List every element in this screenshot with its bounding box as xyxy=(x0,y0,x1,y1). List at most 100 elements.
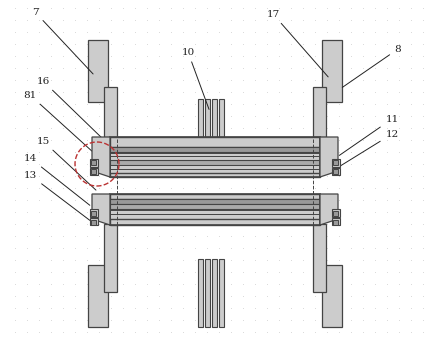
Point xyxy=(264,329,270,335)
Point xyxy=(120,101,126,107)
Point xyxy=(48,41,55,47)
Point xyxy=(132,41,138,47)
Point xyxy=(264,245,270,251)
Point xyxy=(359,5,366,11)
Point xyxy=(48,101,55,107)
Point xyxy=(108,77,114,83)
Point xyxy=(323,245,330,251)
Point xyxy=(95,221,102,227)
Point xyxy=(288,125,295,131)
Point xyxy=(227,173,234,179)
Point xyxy=(203,137,210,143)
Point xyxy=(24,221,31,227)
Point xyxy=(203,269,210,275)
Point xyxy=(36,161,43,167)
Bar xyxy=(332,209,340,217)
Text: 11: 11 xyxy=(339,115,399,155)
Point xyxy=(60,89,67,95)
Point xyxy=(60,197,67,203)
Point xyxy=(335,149,342,155)
Point xyxy=(156,329,163,335)
Point xyxy=(191,245,198,251)
Point xyxy=(168,113,175,119)
Point xyxy=(60,329,67,335)
Point xyxy=(288,77,295,83)
Point xyxy=(12,197,18,203)
Point xyxy=(24,257,31,263)
Point xyxy=(71,173,78,179)
Point xyxy=(396,113,402,119)
Point xyxy=(83,173,90,179)
Point xyxy=(420,29,427,35)
Point xyxy=(408,257,415,263)
Point xyxy=(156,89,163,95)
Point xyxy=(227,41,234,47)
Point xyxy=(120,317,126,323)
Point xyxy=(71,329,78,335)
Point xyxy=(384,29,390,35)
Bar xyxy=(332,218,340,225)
Point xyxy=(156,29,163,35)
Point xyxy=(347,125,354,131)
Point xyxy=(203,101,210,107)
Point xyxy=(264,305,270,311)
Point xyxy=(144,245,150,251)
Point xyxy=(36,113,43,119)
Point xyxy=(60,161,67,167)
Point xyxy=(108,245,114,251)
Point xyxy=(359,53,366,59)
Point xyxy=(335,41,342,47)
Point xyxy=(12,293,18,299)
Point xyxy=(120,173,126,179)
Point xyxy=(420,17,427,23)
Point xyxy=(276,245,283,251)
Point xyxy=(300,185,307,191)
Point xyxy=(120,281,126,287)
Point xyxy=(347,245,354,251)
Point xyxy=(83,149,90,155)
Point xyxy=(408,5,415,11)
Point xyxy=(359,233,366,239)
Point xyxy=(24,125,31,131)
Point xyxy=(71,281,78,287)
Point xyxy=(312,317,319,323)
Point xyxy=(83,185,90,191)
Point xyxy=(372,269,378,275)
Bar xyxy=(313,87,326,137)
Point xyxy=(312,29,319,35)
Point xyxy=(156,269,163,275)
Point xyxy=(60,185,67,191)
Point xyxy=(60,41,67,47)
Point xyxy=(323,281,330,287)
Point xyxy=(420,197,427,203)
Text: 16: 16 xyxy=(37,76,102,138)
Point xyxy=(120,197,126,203)
Point xyxy=(48,161,55,167)
Point xyxy=(12,41,18,47)
Point xyxy=(288,113,295,119)
Point xyxy=(180,245,187,251)
Point xyxy=(36,125,43,131)
Point xyxy=(71,77,78,83)
Point xyxy=(408,125,415,131)
Point xyxy=(168,257,175,263)
Point xyxy=(60,137,67,143)
Point xyxy=(71,101,78,107)
Point xyxy=(215,137,222,143)
Bar xyxy=(198,99,203,137)
Point xyxy=(36,281,43,287)
Point xyxy=(408,113,415,119)
Point xyxy=(120,29,126,35)
Point xyxy=(168,41,175,47)
Point xyxy=(36,173,43,179)
Point xyxy=(144,269,150,275)
Point xyxy=(335,233,342,239)
Point xyxy=(252,149,258,155)
Point xyxy=(24,137,31,143)
Point xyxy=(60,257,67,263)
Bar xyxy=(91,160,96,165)
Point xyxy=(347,281,354,287)
Point xyxy=(312,245,319,251)
Point xyxy=(120,17,126,23)
Point xyxy=(71,125,78,131)
